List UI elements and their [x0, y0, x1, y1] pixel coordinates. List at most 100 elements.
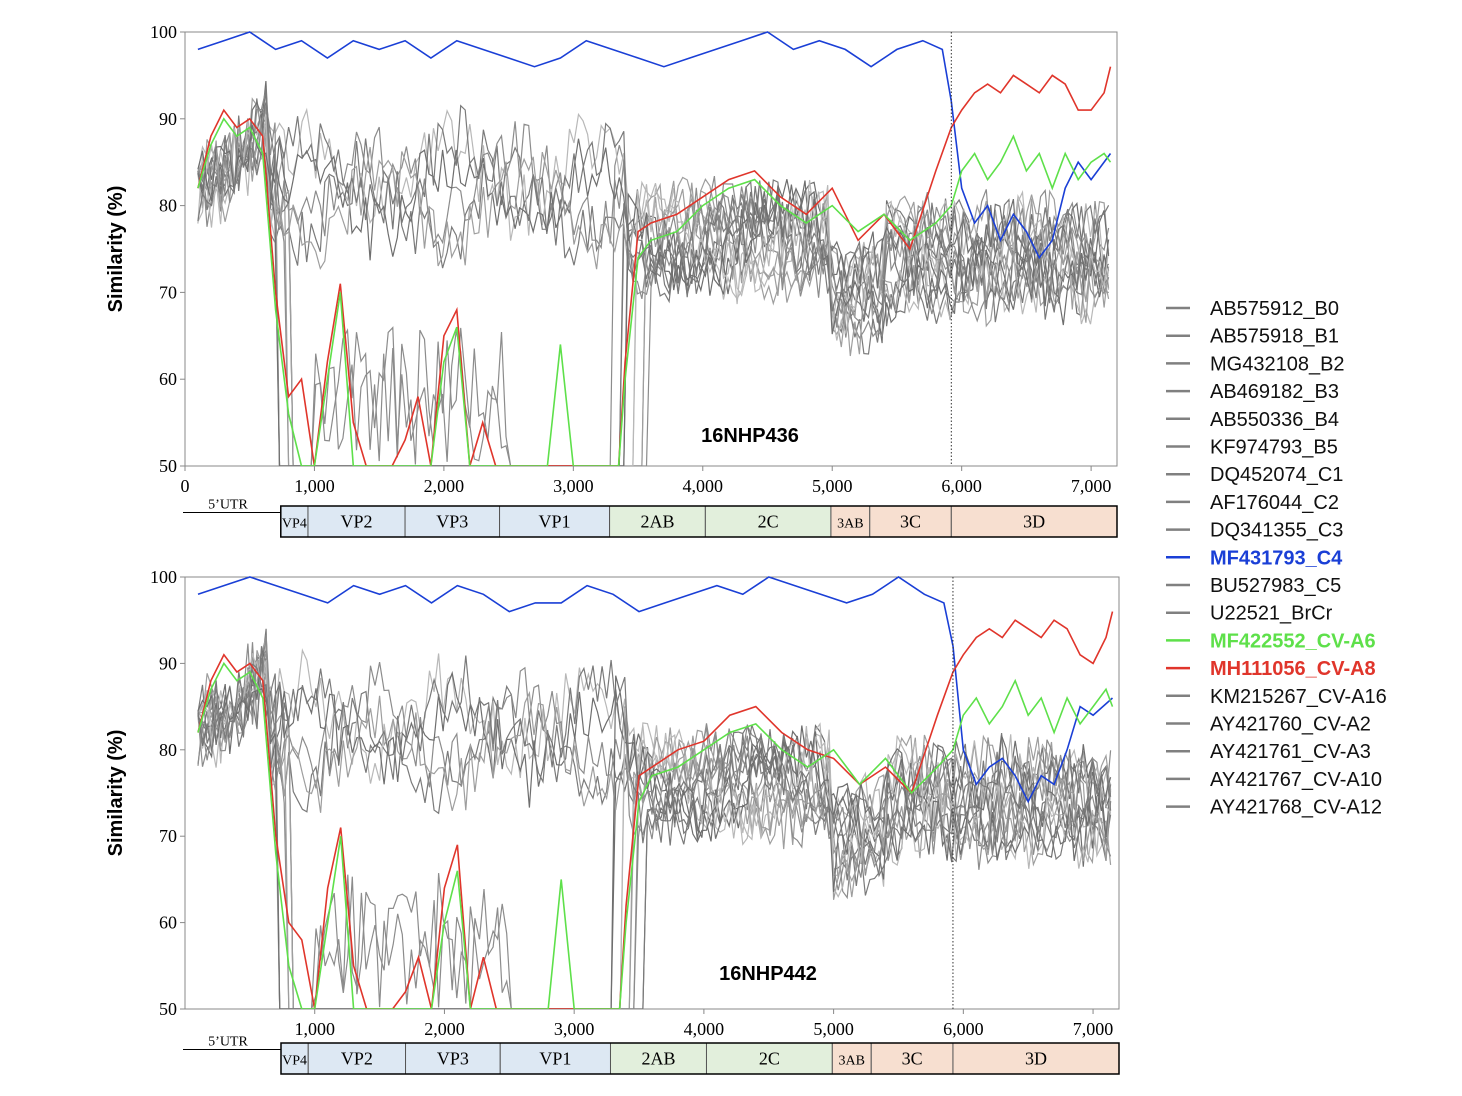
legend-entry: KF974793_B5 — [1210, 437, 1338, 459]
x-tick-label: 2,000 — [424, 476, 465, 496]
series-line-DQ341355_C3 — [197, 650, 1112, 1009]
genome-region-label: VP1 — [539, 1049, 571, 1069]
genome-map-frame — [280, 1042, 1120, 1075]
y-tick-label: 90 — [159, 653, 177, 673]
series-line-BU527983_C5 — [197, 648, 1112, 861]
x-tick-label: 5,000 — [812, 476, 853, 496]
series-line-MH111056_CV-A8 — [197, 611, 1114, 1009]
series-line-MF431793_C4 — [197, 576, 1114, 804]
series-line-MF422552_CV-A6 — [197, 117, 1112, 466]
x-tick-label: 5,000 — [813, 1019, 854, 1039]
genome-region-vp2 — [307, 1042, 407, 1075]
x-tick-label: 1,000 — [294, 1019, 335, 1039]
legend-entry: AY421767_CV-A10 — [1210, 769, 1382, 791]
genome-region-label: VP4 — [282, 1054, 307, 1069]
genome-region-label: VP4 — [282, 517, 307, 532]
legend-entry: AB575918_B1 — [1210, 326, 1339, 348]
series-line-AY421768_CV-A12 — [197, 655, 1112, 851]
legend-entry: MH111056_CV-A8 — [1210, 658, 1376, 680]
genome-region-label: VP2 — [341, 1049, 373, 1069]
utr-label: 5’UTR — [208, 498, 248, 513]
y-tick-label: 100 — [150, 567, 177, 587]
genome-region-3ab — [831, 1042, 872, 1075]
genome-region-2c — [704, 505, 832, 538]
legend-entry: BU527983_C5 — [1210, 575, 1341, 597]
genome-map-frame — [280, 505, 1118, 538]
y-tick-label: 60 — [159, 369, 177, 389]
genome-region-3ab — [830, 505, 871, 538]
legend-entry: DQ452074_C1 — [1210, 464, 1343, 486]
series-line-MF422552_CV-A6 — [197, 661, 1114, 1009]
genome-region-label: VP3 — [437, 1049, 469, 1069]
series-line-KF974793_B5 — [197, 118, 1110, 466]
series-line-AF176044_C2 — [197, 637, 1112, 1009]
legend-entry: AY421760_CV-A2 — [1210, 714, 1371, 736]
genome-region-label: 3D — [1025, 1049, 1047, 1069]
legend-entry: AY421761_CV-A3 — [1210, 741, 1371, 763]
genome-region-label: 3C — [900, 512, 921, 532]
sample-label: 16NHP442 — [719, 963, 817, 985]
legend-entry: AY421768_CV-A12 — [1210, 797, 1382, 819]
series-line-AB575918_B1 — [197, 121, 1110, 466]
x-tick-label: 3,000 — [553, 476, 594, 496]
legend-entry: MF422552_CV-A6 — [1210, 630, 1376, 652]
genome-region-label: 3AB — [837, 517, 863, 532]
genome-region-vp3 — [404, 505, 501, 538]
series-line-KM215267_CV-A16 — [197, 635, 1112, 1009]
genome-region-label: 2C — [758, 512, 779, 532]
x-tick-label: 4,000 — [684, 1019, 725, 1039]
x-tick-label: 2,000 — [424, 1019, 465, 1039]
legend-entry: AB550336_B4 — [1210, 409, 1339, 431]
y-tick-label: 60 — [159, 913, 177, 933]
genome-region-label: 3AB — [839, 1054, 865, 1069]
series-line-AB469182_B3 — [197, 107, 1110, 337]
y-tick-label: 50 — [159, 999, 177, 1019]
panel-16NHP436: 100 90 80 70 60 500 1,000 2,000 3,000 4,000 5,000 6… — [105, 22, 1118, 538]
series-line-AY421761_CV-A3 — [197, 114, 1110, 466]
x-tick-label: 0 — [181, 476, 190, 496]
y-tick-label: 90 — [159, 109, 177, 129]
series-line-AY421767_CV-A10 — [197, 125, 1110, 466]
sample-label: 16NHP436 — [701, 425, 799, 447]
genome-region-2c — [705, 1042, 833, 1075]
legend-entry: AB575912_B0 — [1210, 298, 1339, 320]
genome-region-label: VP1 — [539, 512, 571, 532]
genome-region-vp1 — [499, 1042, 611, 1075]
series-line-AY421767_CV-A10 — [197, 675, 1112, 1009]
genome-map: 5’UTR VP4 VP2 VP3 VP1 2AB 2C 3AB 3C 3D — [183, 498, 1118, 538]
y-tick-label: 100 — [150, 22, 177, 42]
series-line-DQ341355_C3 — [197, 114, 1109, 466]
x-tick-label: 3,000 — [554, 1019, 595, 1039]
series-line-AY421768_CV-A12 — [197, 87, 1110, 321]
series-line-U22521_BrCr — [197, 101, 1110, 466]
genome-region-label: VP3 — [436, 512, 468, 532]
series-group — [197, 31, 1112, 466]
series-line-AY421760_CV-A2 — [197, 128, 1110, 357]
y-tick-label: 80 — [159, 740, 177, 760]
y-axis-label: Similarity (%) — [105, 730, 127, 857]
legend: AB575912_B0 AB575918_B1 MG432108_B2 AB46918… — [1166, 298, 1387, 819]
genome-region-label: 2C — [759, 1049, 780, 1069]
legend-entry: MF431793_C4 — [1210, 547, 1343, 569]
y-tick-label: 70 — [159, 282, 177, 302]
y-tick-label: 80 — [159, 196, 177, 216]
genome-region-label: 2AB — [641, 1049, 675, 1069]
x-tick-label: 7,000 — [1073, 1019, 1114, 1039]
legend-entry: U22521_BrCr — [1210, 603, 1333, 625]
genome-region-label: 3D — [1023, 512, 1045, 532]
genome-region-2ab — [609, 505, 706, 538]
y-tick-label: 70 — [159, 826, 177, 846]
y-tick-label: 50 — [159, 456, 177, 476]
series-line-MF431793_C4 — [197, 31, 1112, 260]
genome-region-label: VP2 — [341, 512, 373, 532]
x-tick-label: 7,000 — [1071, 476, 1112, 496]
series-line-MH111056_CV-A8 — [197, 66, 1112, 466]
genome-region-label: 2AB — [640, 512, 674, 532]
genome-map: 5’UTR VP4 VP2 VP3 VP1 2AB 2C 3AB 3C 3D — [183, 1035, 1120, 1075]
series-group — [197, 576, 1114, 1009]
legend-entry: DQ341355_C3 — [1210, 520, 1343, 542]
genome-region-vp2 — [307, 505, 406, 538]
x-tick-label: 6,000 — [941, 476, 982, 496]
legend-entry: MG432108_B2 — [1210, 353, 1345, 375]
